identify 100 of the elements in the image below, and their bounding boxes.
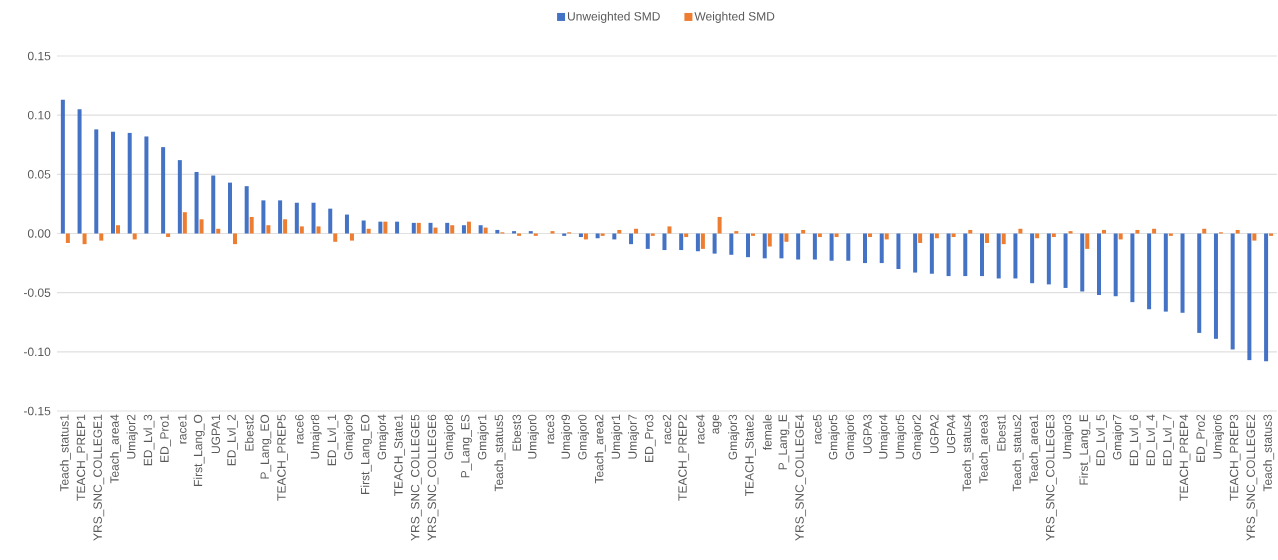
x-tick-label: Umajor6	[1212, 414, 1225, 459]
x-tick-label: TEACH_State2	[745, 414, 756, 496]
bar	[762, 233, 767, 259]
bar	[244, 186, 249, 234]
x-tick-label: First_Lang_O	[193, 414, 205, 486]
x-tick-label: age	[712, 414, 722, 434]
bar	[929, 233, 934, 274]
x-tick-label: ED_Pro2	[1196, 414, 1208, 462]
bar	[979, 233, 984, 277]
bar	[227, 182, 232, 234]
bar	[349, 233, 354, 241]
x-tick-label: ED_Lvl_4	[1146, 414, 1158, 466]
x-tick-label: Gmajor1	[477, 414, 489, 460]
bar	[161, 147, 166, 234]
bar	[1202, 228, 1207, 234]
bar	[249, 216, 254, 234]
bar	[466, 221, 471, 234]
bar	[182, 212, 187, 234]
bar	[1180, 233, 1185, 313]
bar	[968, 229, 973, 234]
bar	[333, 233, 338, 242]
x-tick-label: YRS_SNC_COLLEGE4	[795, 414, 807, 541]
x-tick-label: YRS_SNC_COLLEGE5	[410, 414, 422, 541]
x-tick-label: P_Lang_EO	[260, 414, 272, 479]
y-tick-label: 0.15	[27, 51, 51, 61]
bar	[679, 233, 684, 251]
bar	[528, 231, 533, 234]
bar	[1030, 233, 1035, 284]
bar	[194, 171, 199, 234]
bar	[299, 226, 304, 234]
bar	[65, 233, 70, 243]
x-tick-label: Teach_area2	[594, 414, 606, 484]
bar	[1018, 228, 1023, 234]
x-tick-label: Ebest1	[996, 414, 1006, 451]
x-tick-label: race1	[178, 414, 187, 444]
x-tick-label: Gmajor6	[845, 414, 857, 460]
x-tick-label: YRS_SNC_COLLEGE6	[427, 414, 439, 541]
bar	[801, 229, 806, 234]
bar	[1068, 231, 1073, 234]
x-tick-label: Teach_status1	[59, 414, 71, 492]
x-tick-label: ED_Lvl_6	[1129, 414, 1141, 466]
bar	[199, 219, 204, 234]
bar	[700, 233, 705, 249]
bar	[946, 233, 951, 277]
x-tick-label: Umajor1	[611, 414, 623, 459]
x-tick-label: Teach_status2	[1012, 414, 1024, 492]
y-tick-label: 0.05	[27, 170, 51, 179]
bar	[1252, 233, 1257, 241]
bar	[550, 231, 555, 234]
bar	[1213, 233, 1218, 339]
bar	[996, 233, 1001, 279]
bar	[717, 216, 722, 234]
bar	[316, 226, 321, 234]
bar	[1147, 233, 1152, 310]
bar	[416, 222, 421, 234]
bar	[82, 233, 87, 245]
x-tick-label: Umajor8	[310, 414, 322, 459]
x-tick-label: UGPA4	[946, 414, 956, 454]
bar	[395, 221, 400, 234]
bar	[617, 229, 622, 234]
bar	[512, 231, 517, 234]
y-tick-label: -0.10	[23, 347, 51, 357]
bar	[216, 228, 221, 234]
bar	[461, 225, 466, 234]
x-tick-label: ED_Lvl_5	[1095, 414, 1108, 466]
x-tick-label: Ebest2	[244, 414, 254, 451]
bar	[211, 175, 216, 234]
x-tick-label: TEACH_PREP1	[76, 414, 88, 501]
bar	[1013, 233, 1018, 279]
bar	[1113, 233, 1118, 297]
bar	[1230, 233, 1235, 350]
bar	[266, 225, 271, 234]
x-tick-label: P_Lang_E	[778, 414, 790, 470]
x-tick-label: TEACH_PREP2	[678, 414, 690, 501]
x-tick-label: TEACH_PREP5	[277, 414, 288, 501]
x-tick-label: Gmajor2	[912, 414, 924, 460]
x-tick-label: UGPA2	[930, 414, 939, 454]
x-tick-label: Teach_status4	[962, 414, 974, 492]
bar	[1163, 233, 1168, 312]
bar	[450, 225, 455, 234]
bar	[1046, 233, 1051, 285]
x-tick-label: race6	[295, 414, 304, 444]
x-tick-label: female	[762, 414, 772, 451]
bar	[495, 229, 500, 234]
bar	[311, 202, 316, 234]
x-tick-label: race4	[696, 414, 705, 444]
x-tick-label: TEACH_State1	[394, 414, 405, 496]
bar	[366, 228, 371, 234]
bar	[767, 233, 772, 247]
y-tick-label: -0.05	[23, 288, 51, 297]
bar	[1247, 233, 1252, 361]
bar	[344, 214, 349, 234]
x-tick-label: UGPA1	[211, 414, 221, 454]
bar	[60, 99, 65, 234]
bar	[645, 233, 650, 249]
bar	[662, 233, 667, 251]
x-tick-label: Ebest3	[512, 414, 521, 451]
x-tick-label: Umajor9	[561, 414, 573, 459]
y-tick-label: 0.00	[27, 229, 51, 238]
x-tick-label: ED_Lvl_3	[143, 414, 155, 466]
